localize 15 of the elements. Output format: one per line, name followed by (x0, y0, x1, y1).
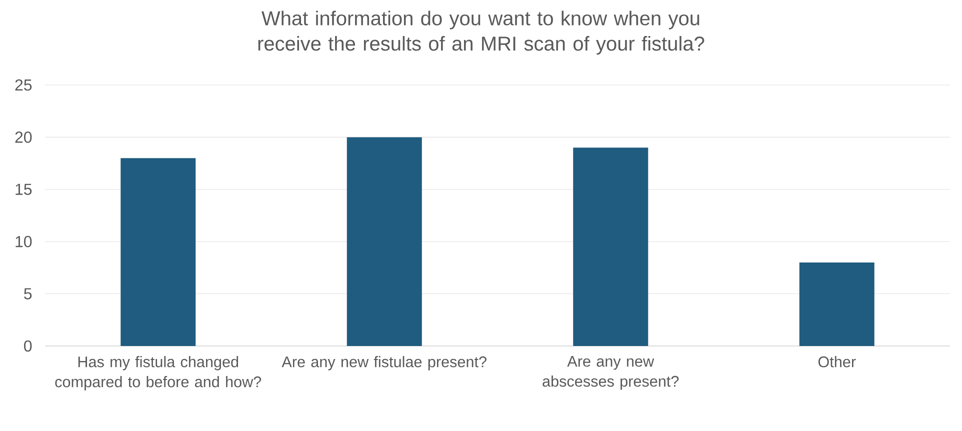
x-tick-label: Are any new abscesses present? (542, 356, 679, 390)
y-tick-label: 0 (24, 340, 32, 352)
y-tick-label: 10 (16, 236, 32, 248)
x-tick-label: Has my fistula changed compared to before and how? (55, 356, 262, 390)
y-tick-label: 5 (24, 288, 32, 300)
x-tick-label: Are any new fistulae present? (282, 356, 486, 370)
y-tick-label: 25 (15, 79, 32, 91)
y-tick-label: 15 (16, 184, 32, 195)
bar (346, 137, 422, 346)
bar (799, 262, 874, 346)
y-tick-label: 20 (15, 132, 32, 143)
x-tick-label: Other (818, 356, 856, 368)
bar (573, 148, 648, 346)
chart-title: What information do you want to know when you receive the results of an MRI scan of your fistula? (258, 10, 704, 55)
bar (120, 158, 196, 346)
